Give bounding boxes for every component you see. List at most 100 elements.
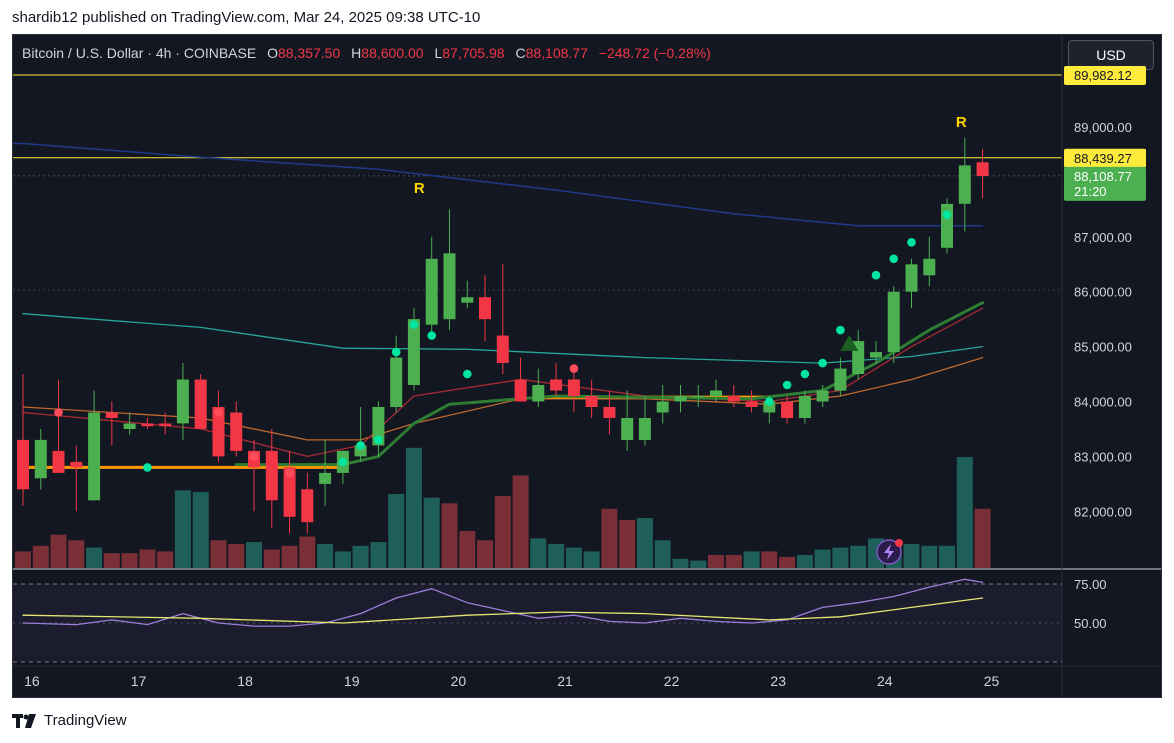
close-label: C: [515, 45, 526, 61]
ema-mid-line: [22, 313, 984, 364]
volume-bar: [601, 508, 618, 568]
price-badge-label: 88,439.27: [1074, 151, 1132, 166]
signal-dot: [427, 331, 437, 340]
rsi-tick-label: 50.00: [1074, 616, 1107, 631]
low-label: L: [434, 45, 443, 61]
volume-bar: [548, 544, 565, 568]
candle-body: [141, 423, 154, 427]
candle-body: [425, 258, 438, 325]
time-tick-label: 18: [237, 673, 253, 689]
volume-bar: [583, 551, 600, 568]
volume-bar: [263, 549, 280, 568]
candle-body: [603, 407, 616, 418]
signal-dot: [214, 408, 223, 417]
signal-dot: [143, 463, 152, 472]
signal-dot: [765, 397, 774, 406]
volume-bar: [121, 553, 138, 568]
candle-body: [88, 412, 101, 501]
candle-body: [887, 291, 900, 353]
open-label: O: [267, 45, 278, 61]
notification-dot-icon: [895, 539, 903, 547]
candle-body: [976, 162, 989, 176]
volume-bar: [850, 545, 867, 568]
volume-bar: [708, 555, 724, 568]
candle-body: [194, 379, 207, 429]
candle-body: [301, 489, 314, 523]
candle-body: [123, 423, 136, 429]
candle-body: [585, 396, 598, 407]
signal-dot: [871, 270, 881, 280]
buy-triangle-icon: [840, 334, 859, 351]
candle-body: [727, 396, 740, 402]
volume-bar: [299, 536, 316, 568]
candle-body: [283, 467, 296, 517]
volume-bar: [690, 560, 707, 568]
time-tick-label: 24: [877, 673, 893, 689]
volume-bar: [921, 545, 938, 568]
signal-dot: [818, 358, 827, 368]
volume-bar: [796, 555, 813, 568]
candle-body: [496, 335, 509, 363]
volume-bar: [317, 544, 334, 568]
signal-dot: [338, 457, 348, 467]
candle-body: [265, 450, 278, 501]
volume-bar: [761, 551, 778, 568]
candle-body: [407, 319, 420, 385]
tradingview-footer[interactable]: TradingView: [12, 712, 127, 729]
volume-bar: [974, 508, 991, 568]
time-tick-label: 21: [557, 673, 573, 689]
candle-body: [798, 396, 811, 418]
rsi-tick-label: 75.00: [1074, 577, 1107, 592]
signal-dot: [409, 320, 419, 329]
volume-bar: [228, 544, 245, 568]
price-badge: [1064, 66, 1146, 85]
candle-body: [567, 379, 580, 396]
candle-body: [674, 396, 687, 402]
time-tick-label: 20: [451, 673, 467, 689]
candle-body: [17, 439, 29, 490]
time-tick-label: 16: [24, 673, 40, 689]
volume-bar: [32, 545, 49, 568]
bolt-glyph-icon: [884, 544, 894, 560]
countdown-label: 21:20: [1074, 184, 1107, 199]
candle-body: [816, 390, 829, 402]
change-value: −248.72 (−0.28%): [598, 45, 711, 61]
volume-bar: [512, 475, 529, 568]
candle-body: [905, 264, 918, 292]
volume-bar: [334, 551, 351, 568]
candle-body: [745, 401, 758, 407]
chart-frame[interactable]: [12, 34, 1162, 698]
time-tick-label: 17: [131, 673, 147, 689]
volume-bar: [210, 540, 227, 568]
candle-body: [159, 423, 172, 427]
price-tick-label: 89,000.00: [1074, 120, 1132, 135]
candle-body: [550, 379, 563, 391]
volume-bar: [672, 558, 689, 568]
open-value: 88,357.50: [277, 45, 341, 61]
signal-dot: [54, 408, 63, 417]
volume-bar: [405, 447, 422, 568]
currency-button[interactable]: USD: [1068, 40, 1154, 70]
price-badge: [1064, 166, 1146, 201]
time-tick-label: 22: [664, 673, 680, 689]
volume-bar: [281, 545, 298, 568]
volume-bar: [246, 542, 262, 568]
signal-dot: [942, 210, 952, 220]
candle-body: [212, 407, 225, 457]
candle-body: [923, 258, 936, 276]
volume-bar: [903, 544, 920, 568]
volume-bar: [477, 540, 493, 568]
rsi-signal-line: [22, 597, 984, 624]
ema-long-line: [13, 142, 984, 227]
candle-body: [514, 379, 527, 402]
close-value: 88,108.77: [525, 45, 588, 61]
volume-bar: [15, 551, 31, 568]
price-badge-label: 89,982.12: [1074, 68, 1132, 83]
volume-bar: [494, 495, 511, 568]
volume-bar: [565, 547, 582, 568]
candle-body: [763, 401, 776, 413]
volume-bar: [370, 542, 387, 568]
volume-bar: [832, 547, 849, 568]
signal-dot: [800, 369, 810, 379]
